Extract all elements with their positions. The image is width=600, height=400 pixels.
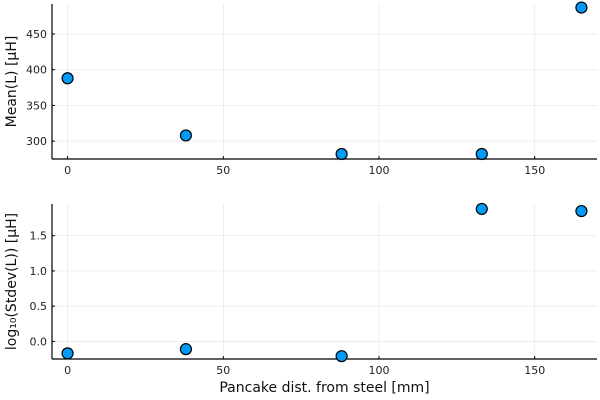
y-tick-label: 400 — [26, 64, 47, 77]
data-point — [335, 147, 348, 161]
bottom-panel: 0 50 100 150 0.0 0.5 1.0 1.5 log₁₀(Stdev(L)) [µH… — [4, 202, 597, 396]
y-tick: 1.5 — [30, 230, 55, 243]
x-tick: 150 — [524, 156, 545, 177]
data-point — [475, 202, 488, 216]
x-tick: 0 — [64, 156, 71, 177]
x-axis-label: Pancake dist. from steel [mm] — [219, 380, 429, 396]
y-tick-label: 1.0 — [30, 265, 48, 278]
x-tick-label: 150 — [524, 164, 545, 177]
x-tick: 50 — [216, 356, 230, 377]
y-tick-label: 300 — [26, 135, 47, 148]
data-point — [575, 1, 588, 14]
y-tick: 300 — [26, 135, 55, 148]
data-point — [475, 147, 488, 161]
x-tick-label: 0 — [64, 364, 71, 377]
x-tick-label: 150 — [524, 364, 545, 377]
data-point — [61, 72, 74, 85]
y-tick-label: 450 — [26, 28, 47, 41]
y-tick: 400 — [26, 64, 55, 77]
y-tick: 0.0 — [30, 335, 55, 348]
x-tick: 100 — [369, 356, 390, 377]
x-tick-label: 50 — [216, 364, 230, 377]
x-tick-label: 0 — [64, 164, 71, 177]
data-point — [179, 129, 193, 142]
x-tick: 150 — [524, 356, 545, 377]
y-tick: 1.0 — [30, 265, 55, 278]
top-panel: 0 50 100 150 300 350 400 450 Mean(L) [µH] — [4, 1, 597, 177]
y-tick: 0.5 — [30, 300, 55, 313]
y-tick-label: 1.5 — [30, 230, 48, 243]
data-point — [61, 347, 74, 360]
x-tick-label: 50 — [216, 164, 230, 177]
data-point — [179, 343, 193, 356]
y-tick: 450 — [26, 28, 55, 41]
data-point — [335, 350, 348, 363]
y-axis-label: log₁₀(Stdev(L)) [µH] — [4, 213, 20, 350]
y-axis-label: Mean(L) [µH] — [4, 36, 20, 128]
y-tick: 350 — [26, 99, 55, 112]
x-tick-label: 100 — [369, 164, 390, 177]
y-tick-label: 0.0 — [30, 335, 48, 348]
data-point — [575, 204, 588, 218]
y-tick-label: 0.5 — [30, 300, 48, 313]
x-tick-label: 100 — [369, 364, 390, 377]
x-tick: 50 — [216, 156, 230, 177]
x-tick: 100 — [369, 156, 390, 177]
y-tick-label: 350 — [26, 99, 47, 112]
